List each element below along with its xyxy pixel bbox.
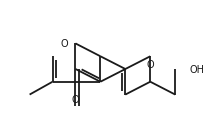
Text: O: O xyxy=(71,94,79,104)
Text: OH: OH xyxy=(188,64,203,74)
Text: O: O xyxy=(146,60,153,70)
Text: O: O xyxy=(60,39,68,49)
